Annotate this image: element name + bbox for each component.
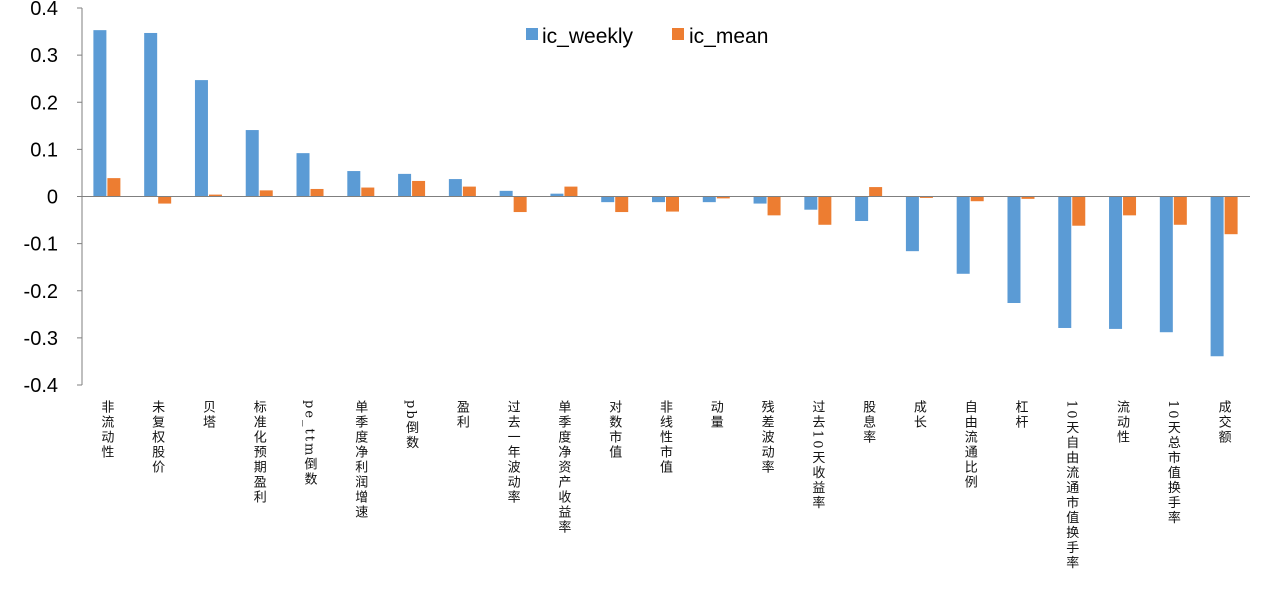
legend-swatch-ic-weekly	[526, 28, 538, 40]
bar-ic_weekly-16	[905, 196, 919, 252]
x-tick-label: 标准化预期盈利	[250, 400, 266, 505]
x-tick-label: 贝塔	[199, 400, 215, 430]
y-tick-label: -0.3	[24, 328, 58, 350]
x-tick-label: 未复权股价	[149, 400, 165, 475]
x-tick-label: pe_ttm倒数	[301, 400, 317, 488]
bar-ic_weekly-1	[144, 32, 158, 197]
bar-ic_mean-5	[361, 187, 375, 197]
x-tick-label: 残差波动率	[758, 400, 774, 475]
legend-label-ic-weekly: ic_weekly	[542, 25, 634, 48]
y-tick-label: 0	[47, 187, 58, 209]
bar-ic_weekly-2	[194, 80, 208, 197]
bar-ic_weekly-8	[499, 190, 513, 197]
bar-ic_mean-22	[1224, 196, 1238, 235]
x-tick-label: 成长	[910, 400, 926, 430]
bar-ic_weekly-22	[1210, 196, 1224, 357]
x-tick-label: 非流动性	[98, 400, 114, 460]
y-tick-label: 0.4	[30, 0, 58, 20]
bar-ic_mean-16	[919, 196, 933, 198]
x-tick-label: 流动性	[1114, 400, 1130, 445]
x-tick-label: 10天总市值换手率	[1164, 400, 1180, 526]
bar-ic_weekly-6	[398, 173, 412, 197]
bar-ic_mean-1	[158, 196, 172, 204]
bar-ic_mean-7	[462, 186, 476, 197]
bar-ic_mean-13	[767, 196, 781, 216]
y-tick-label: 0.1	[30, 139, 58, 161]
bar-ic_weekly-7	[448, 179, 462, 197]
bar-ic_weekly-17	[956, 196, 970, 274]
x-tick-label: 单季度净利润增速	[352, 400, 368, 520]
y-tick-label: -0.4	[24, 375, 58, 397]
bar-ic_mean-10	[615, 196, 629, 213]
bar-ic_mean-15	[869, 187, 883, 197]
y-tick-label: -0.2	[24, 281, 58, 303]
x-tick-label: 动量	[707, 400, 723, 430]
bar-ic_mean-2	[208, 194, 222, 197]
y-tick-label: 0.3	[30, 45, 58, 67]
x-tick-label: 过去一年波动率	[504, 400, 520, 505]
legend-swatch-ic-mean	[672, 28, 684, 40]
bar-ic_mean-14	[818, 196, 832, 225]
y-tick-label: 0.2	[30, 92, 58, 114]
x-tick-label: 杠杆	[1012, 400, 1028, 430]
x-tick-label: 成交额	[1215, 400, 1231, 445]
bar-ic_mean-4	[310, 188, 324, 197]
bar-ic_mean-12	[716, 196, 730, 199]
x-tick-label: 对数市值	[606, 400, 622, 460]
bar-ic_weekly-20	[1109, 196, 1123, 329]
bar-ic_mean-0	[107, 178, 121, 197]
bar-ic_weekly-15	[855, 196, 869, 222]
x-tick-label: 非线性市值	[657, 400, 672, 475]
legend-label-ic-mean: ic_mean	[689, 25, 768, 48]
x-tick-label: 10天自由流通市值换手率	[1063, 400, 1079, 571]
bar-ic_mean-20	[1123, 196, 1137, 216]
bar-ic_weekly-13	[753, 196, 767, 204]
bar-ic_mean-9	[564, 186, 578, 197]
bar-ic_weekly-12	[702, 196, 716, 203]
bars	[82, 30, 1250, 357]
y-tick-label: -0.1	[24, 234, 58, 256]
bar-ic_mean-3	[259, 190, 273, 197]
bar-ic_weekly-5	[347, 171, 361, 197]
x-tick-label: 过去10天收益率	[809, 400, 825, 511]
bar-ic_weekly-21	[1159, 196, 1173, 333]
x-tick-label: 盈利	[453, 400, 469, 430]
bar-ic_weekly-14	[804, 196, 818, 210]
bar-ic_mean-8	[513, 196, 527, 213]
bar-ic_weekly-11	[652, 196, 665, 203]
bar-ic_weekly-4	[296, 153, 310, 197]
bar-ic_mean-11	[666, 196, 679, 212]
bar-ic_weekly-9	[550, 193, 564, 197]
bar-ic_weekly-18	[1007, 196, 1021, 304]
y-axis: 0.4 0.3 0.2 0.1 0 -0.1 -0.2 -0.3 -0.4	[24, 0, 83, 397]
bar-ic_weekly-19	[1058, 196, 1072, 328]
bar-ic_mean-17	[970, 196, 984, 202]
x-tick-label: 自由流通比例	[961, 400, 977, 490]
legend: ic_weekly ic_mean	[526, 25, 768, 48]
bar-ic_mean-21	[1173, 196, 1187, 225]
bar-ic_mean-6	[412, 180, 426, 197]
x-tick-label: 单季度净资产收益率	[555, 400, 571, 535]
bar-ic_weekly-0	[93, 30, 107, 197]
bar-ic_mean-18	[1021, 196, 1035, 199]
x-tick-label: pb倒数	[403, 400, 419, 451]
bar-ic_mean-19	[1072, 196, 1086, 226]
x-tick-label: 股息率	[860, 400, 876, 445]
bar-ic_weekly-10	[601, 196, 615, 203]
bar-ic_weekly-3	[245, 130, 259, 197]
